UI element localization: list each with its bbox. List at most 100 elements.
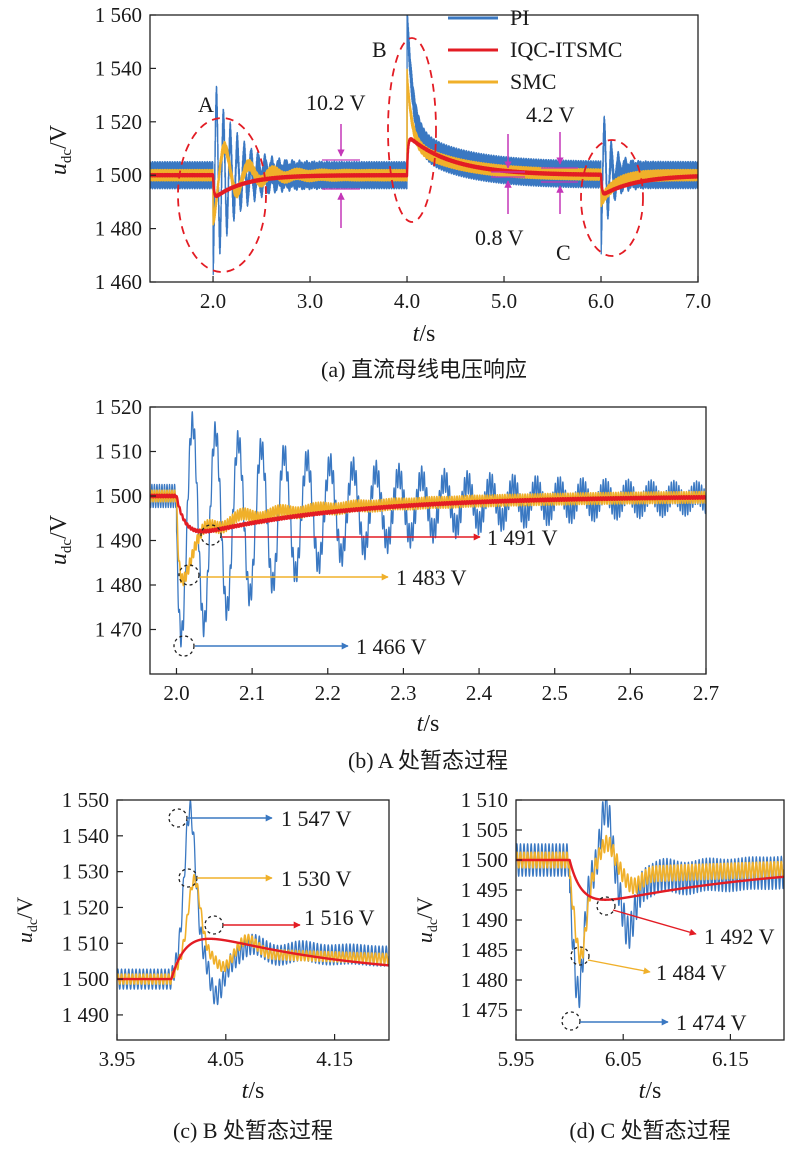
iqc-ripple-label: 0.8 V	[475, 225, 524, 250]
y-tick-label: 1 500	[461, 848, 508, 872]
y-tick-label: 1 495	[461, 878, 508, 902]
x-tick-label: 2.2	[315, 681, 341, 705]
y-tick-label: 1 480	[95, 573, 142, 597]
chart-c-series	[117, 800, 389, 1006]
chart-d-ticks: 5.95 6.05 6.15 1 475 1 480 1 485 1 490 1 495 1 5…	[461, 788, 749, 1071]
chart-d-ylabel: udc/V	[412, 897, 441, 943]
smc-ripple-label: 4.2 V	[526, 102, 575, 127]
y-tick-label: 1 500	[62, 967, 109, 991]
series-iqc-line	[150, 137, 698, 199]
y-tick-label: 1 530	[62, 860, 109, 884]
smc-min-circle	[178, 564, 200, 586]
chart-d-caption: (d) C 处暂态过程	[569, 1118, 730, 1143]
chart-b-caption: (b) A 处暂态过程	[348, 748, 508, 773]
chart-a-ylabel: udc/V	[46, 124, 75, 175]
y-tick-label: 1 520	[95, 110, 142, 134]
x-tick-label: 2.5	[542, 681, 568, 705]
x-tick-label: 4.15	[316, 1047, 353, 1071]
y-tick-label: 1 510	[461, 788, 508, 812]
y-tick-label: 1 490	[461, 908, 508, 932]
y-tick-label: 1 490	[62, 1003, 109, 1027]
chart-a: 2.0 3.0 4.0 5.0 6.0 7.0 1 460 1 480 1 500 1 520 1 …	[46, 3, 711, 382]
x-tick-label: 2.7	[693, 681, 719, 705]
pi-max-label: 1 547 V	[281, 806, 352, 831]
region-b-ellipse	[387, 37, 437, 223]
x-tick-label: 2.3	[390, 681, 416, 705]
x-tick-label: 2.4	[466, 681, 493, 705]
y-tick-label: 1 480	[461, 968, 508, 992]
legend-iqc-label: IQC-ITSMC	[510, 37, 622, 62]
x-tick-label: 6.15	[712, 1047, 749, 1071]
chart-d: 5.95 6.05 6.15 1 475 1 480 1 485 1 490 1 495 1 5…	[412, 788, 785, 1143]
pi-ripple-label: 10.2 V	[306, 90, 366, 115]
iqc-min-label: 1 491 V	[487, 525, 558, 550]
y-tick-label: 1 500	[95, 163, 142, 187]
chart-c-axes-frame	[116, 799, 390, 1041]
chart-d-xlabel: t/s	[639, 1078, 662, 1104]
chart-b: 2.0 2.1 2.2 2.3 2.4 2.5 2.6 2.7 1 470 1 480 1 490 1…	[46, 395, 719, 773]
pi-ripple-marker	[322, 124, 360, 228]
chart-b-ylabel: udc/V	[46, 514, 75, 565]
pi-min-circle-d	[561, 1011, 581, 1031]
x-tick-label: 6.05	[605, 1047, 642, 1071]
iqc-ripple-marker	[491, 134, 525, 214]
chart-a-xlabel: t/s	[413, 321, 436, 347]
chart-c-xlabel: t/s	[242, 1078, 265, 1104]
y-tick-label: 1 540	[62, 824, 109, 848]
x-tick-label: 3.0	[297, 289, 323, 313]
pi-min-circle	[173, 635, 195, 657]
y-tick-label: 1 475	[461, 998, 508, 1022]
series-pi-line	[150, 411, 706, 648]
x-tick-label: 2.0	[163, 681, 189, 705]
y-tick-label: 1 485	[461, 938, 508, 962]
pi-max-circle	[168, 808, 188, 828]
iqc-max-label: 1 516 V	[304, 905, 375, 930]
y-tick-label: 1 470	[95, 618, 142, 642]
iqc-min-arrow-d	[612, 909, 697, 936]
chart-a-axes-frame	[149, 14, 699, 283]
series-iqc-line	[150, 493, 706, 534]
chart-c-ylabel: udc/V	[12, 897, 41, 943]
y-tick-label: 1 500	[95, 484, 142, 508]
x-tick-label: 4.05	[207, 1047, 244, 1071]
y-tick-label: 1 560	[95, 3, 142, 27]
series-pi-line	[516, 800, 784, 1009]
iqc-min-circle	[200, 524, 222, 546]
smc-ripple-marker	[541, 132, 578, 214]
x-tick-label: 5.0	[491, 289, 517, 313]
chart-b-xlabel: t/s	[417, 711, 440, 737]
smc-min-arrow-d	[587, 959, 651, 975]
series-iqc-line	[117, 937, 389, 981]
chart-d-series	[516, 800, 784, 1009]
chart-a-caption: (a) 直流母线电压响应	[321, 357, 527, 382]
y-tick-label: 1 460	[95, 270, 142, 294]
chart-a-ticks: 2.0 3.0 4.0 5.0 6.0 7.0 1 460 1 480 1 500 1 520 1 …	[95, 3, 711, 313]
x-tick-label: 2.6	[617, 681, 643, 705]
smc-max-label: 1 530 V	[281, 866, 352, 891]
iqc-max-circle	[204, 915, 224, 935]
region-a-ellipse	[177, 117, 267, 273]
chart-c-ticks: 3.95 4.05 4.15 1 490 1 500 1 510 1 520 1 530 1 5…	[62, 788, 353, 1071]
legend-smc-label: SMC	[510, 69, 556, 94]
x-tick-label: 7.0	[685, 289, 711, 313]
iqc-min-label-d: 1 492 V	[704, 924, 775, 949]
legend-pi-label: PI	[510, 5, 530, 30]
y-tick-label: 1 520	[95, 395, 142, 419]
x-tick-label: 3.95	[99, 1047, 136, 1071]
chart-c-caption: (c) B 处暂态过程	[173, 1118, 333, 1143]
series-iqc-line	[516, 858, 784, 901]
x-tick-label: 4.0	[394, 289, 420, 313]
chart-c: 3.95 4.05 4.15 1 490 1 500 1 510 1 520 1 530 1 5…	[12, 788, 390, 1143]
chart-a-legend: PI IQC-ITSMC SMC	[448, 5, 622, 94]
y-tick-label: 1 510	[62, 931, 109, 955]
y-tick-label: 1 520	[62, 895, 109, 919]
y-tick-label: 1 490	[95, 529, 142, 553]
region-a-label: A	[198, 92, 214, 117]
smc-min-label: 1 483 V	[396, 565, 467, 590]
x-tick-label: 2.0	[200, 289, 226, 313]
x-tick-label: 2.1	[239, 681, 265, 705]
chart-b-series	[150, 411, 706, 648]
y-tick-label: 1 480	[95, 217, 142, 241]
